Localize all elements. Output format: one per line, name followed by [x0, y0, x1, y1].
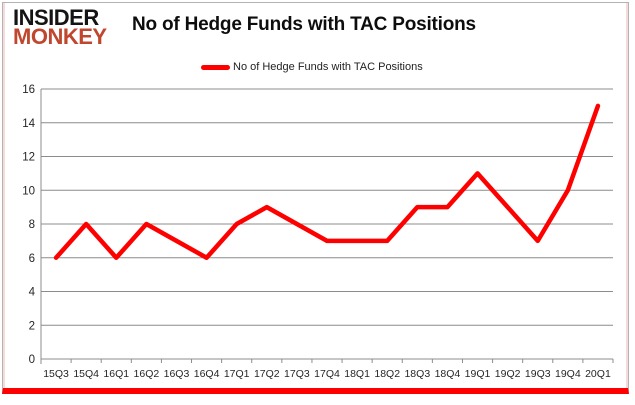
legend-line-swatch: [201, 64, 230, 70]
x-tick-label: 17Q1: [224, 368, 250, 380]
logo-text-insider: INSIDER: [13, 5, 99, 30]
series-line: [53, 103, 601, 260]
x-tick-label: 18Q3: [404, 368, 430, 380]
chart-svg: 0 2 4 6 8 10 12 14 16 15Q3 15Q4 16Q1 16Q2 16Q3 16Q4 17Q…: [22, 84, 614, 380]
chart-card: INSIDER MONKEY No of Hedge Funds with TA…: [2, 2, 629, 394]
x-tick-label: 19Q4: [555, 368, 581, 380]
legend-label: No of Hedge Funds with TAC Positions: [233, 61, 423, 73]
insider-monkey-logo: INSIDER MONKEY: [13, 5, 107, 49]
logo-text-monkey: MONKEY: [13, 24, 107, 49]
x-tick-label: 18Q1: [344, 368, 370, 380]
y-tick-label: 14: [22, 118, 35, 130]
y-tick-label: 16: [22, 84, 35, 96]
x-tick-label: 15Q3: [43, 368, 69, 380]
x-tick-label: 16Q2: [134, 368, 160, 380]
y-tick-label: 12: [22, 152, 35, 164]
legend: No of Hedge Funds with TAC Positions: [201, 61, 423, 73]
x-tick-label: 19Q3: [525, 368, 551, 380]
x-tick-label: 15Q4: [73, 368, 99, 380]
x-tick-label: 20Q1: [585, 368, 611, 380]
y-tick-label: 6: [29, 253, 35, 265]
chart-title: No of Hedge Funds with TAC Positions: [132, 14, 476, 35]
x-tick-label: 17Q2: [254, 368, 280, 380]
x-tick-label: 18Q2: [374, 368, 400, 380]
y-tick-label: 8: [29, 219, 35, 231]
x-tick-label: 19Q1: [465, 368, 491, 380]
y-tick-label: 2: [29, 320, 35, 332]
x-tick-label: 19Q2: [495, 368, 521, 380]
x-tick-label: 16Q3: [164, 368, 190, 380]
chart-area: 0 2 4 6 8 10 12 14 16 15Q3 15Q4 16Q1 16Q2 16Q3 16Q4 17Q…: [9, 79, 625, 385]
x-tick-label: 18Q4: [435, 368, 461, 380]
y-tick-label: 4: [29, 287, 36, 299]
x-tick-label: 16Q4: [194, 368, 220, 380]
x-tick-label: 17Q4: [314, 368, 340, 380]
y-tick-label: 0: [29, 354, 35, 366]
y-tick-label: 10: [22, 185, 35, 197]
x-tick-label: 16Q1: [103, 368, 129, 380]
x-tick-label: 17Q3: [284, 368, 310, 380]
